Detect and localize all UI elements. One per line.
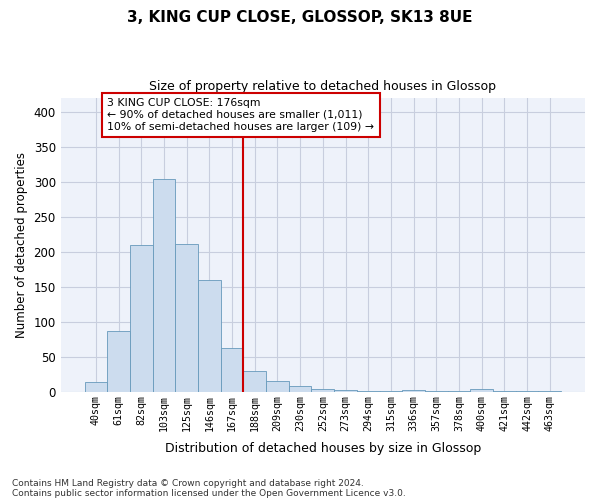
Text: 3, KING CUP CLOSE, GLOSSOP, SK13 8UE: 3, KING CUP CLOSE, GLOSSOP, SK13 8UE	[127, 10, 473, 25]
Bar	[402, 390, 425, 392]
Text: Contains HM Land Registry data © Crown copyright and database right 2024.: Contains HM Land Registry data © Crown c…	[12, 478, 364, 488]
Bar	[244, 371, 266, 392]
Bar	[107, 330, 130, 392]
Bar	[425, 390, 448, 392]
Bar	[152, 180, 175, 392]
Text: Contains public sector information licensed under the Open Government Licence v3: Contains public sector information licen…	[12, 488, 406, 498]
Bar	[334, 390, 357, 392]
X-axis label: Distribution of detached houses by size in Glossop: Distribution of detached houses by size …	[165, 442, 481, 455]
Y-axis label: Number of detached properties: Number of detached properties	[15, 152, 28, 338]
Bar	[130, 245, 152, 392]
Bar	[311, 388, 334, 392]
Title: Size of property relative to detached houses in Glossop: Size of property relative to detached ho…	[149, 80, 496, 93]
Bar	[470, 390, 493, 392]
Bar	[266, 381, 289, 392]
Bar	[198, 280, 221, 392]
Bar	[289, 386, 311, 392]
Bar	[538, 390, 561, 392]
Text: 3 KING CUP CLOSE: 176sqm
← 90% of detached houses are smaller (1,011)
10% of sem: 3 KING CUP CLOSE: 176sqm ← 90% of detach…	[107, 98, 374, 132]
Bar	[221, 348, 244, 392]
Bar	[357, 390, 380, 392]
Bar	[85, 382, 107, 392]
Bar	[175, 244, 198, 392]
